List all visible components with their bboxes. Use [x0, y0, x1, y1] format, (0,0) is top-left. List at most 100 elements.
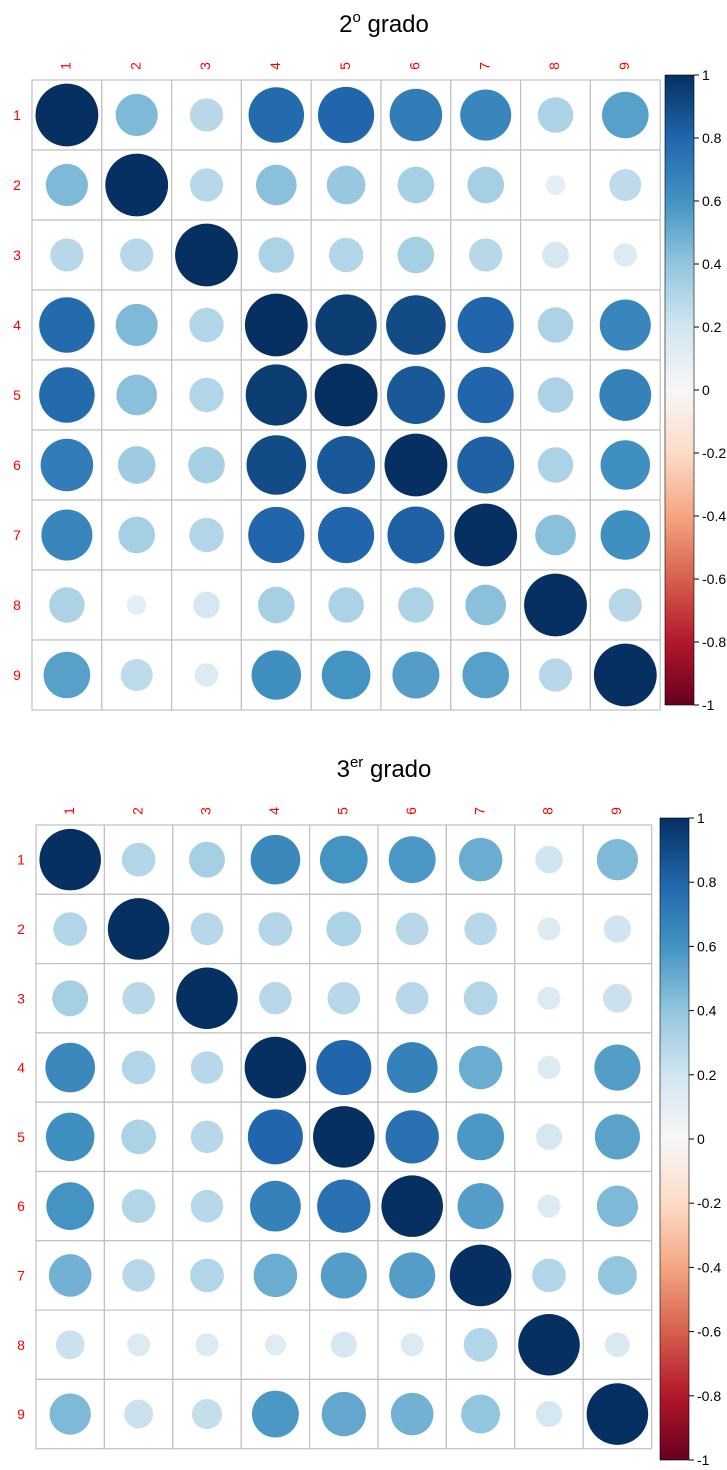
colorbar-tick-label: 0 [697, 1131, 705, 1147]
colorbar-tick-label: -1 [702, 697, 715, 713]
correlation-circle [460, 89, 512, 141]
matrix-cell [171, 359, 243, 431]
correlation-circle [321, 1391, 366, 1437]
correlation-circle [586, 1383, 649, 1445]
correlation-circle [387, 506, 445, 564]
correlation-circle [613, 243, 638, 267]
correlation-circle [247, 1109, 303, 1165]
row-label: 1 [17, 852, 25, 868]
correlation-circle [190, 1120, 224, 1154]
column-label: 9 [616, 62, 632, 70]
correlation-circle [248, 87, 305, 143]
colorbar-tick-label: 0.6 [697, 938, 717, 954]
row-label: 9 [17, 1406, 25, 1422]
correlation-circle [244, 1036, 307, 1099]
correlation-circle [250, 1180, 301, 1232]
correlation-circle [599, 299, 651, 351]
correlation-circle [467, 166, 505, 204]
row-label: 2 [13, 177, 21, 193]
correlation-circle [535, 514, 576, 556]
correlation-circle [251, 1390, 299, 1438]
correlation-circle [602, 91, 649, 139]
correlation-circle [41, 509, 93, 561]
correlation-circle [194, 663, 219, 687]
correlation-circle [395, 912, 429, 946]
correlation-circle [326, 911, 362, 947]
correlation-circle [384, 433, 448, 497]
colorbar-tick-label: -0.4 [702, 508, 726, 524]
correlation-circle [318, 86, 375, 144]
correlation-circle [121, 1050, 156, 1085]
correlation-circle [458, 1045, 503, 1090]
row-label: 7 [17, 1267, 25, 1283]
correlation-circle [39, 367, 95, 423]
colorbar-gradient [659, 817, 690, 1461]
correlation-circle [313, 1106, 375, 1168]
correlation-circle [537, 307, 574, 343]
correlation-circle [381, 1175, 443, 1237]
correlation-circle [457, 436, 515, 494]
correlation-circle [49, 587, 85, 623]
correlation-circle [608, 588, 642, 622]
correlation-circle [545, 175, 566, 195]
title-rest: grado [363, 756, 431, 783]
correlation-circle [321, 650, 371, 700]
column-label: 1 [61, 807, 77, 815]
row-label: 5 [17, 1129, 25, 1145]
correlation-circle [532, 1258, 566, 1293]
correlation-circle [118, 516, 156, 554]
correlation-circle [190, 1051, 224, 1084]
correlation-circle [45, 163, 88, 207]
correlation-circle [117, 446, 156, 484]
correlation-circle [121, 1119, 157, 1155]
correlation-circle [386, 1042, 438, 1093]
correlation-circle [39, 297, 95, 353]
colorbar-tick-label: 0.8 [697, 874, 717, 890]
correlation-circle [386, 366, 445, 424]
correlation-circle [107, 898, 170, 960]
correlation-circle [35, 83, 99, 147]
correlation-circle [594, 1114, 641, 1160]
correlation-circle [316, 1040, 372, 1096]
correlation-circle [602, 983, 632, 1013]
correlation-circle [257, 586, 295, 624]
correlation-circle [255, 164, 297, 206]
correlation-circle [193, 591, 220, 619]
row-label: 2 [17, 921, 25, 937]
matrix-cell [240, 219, 312, 291]
title-super: er [350, 754, 363, 771]
correlation-circle [176, 967, 238, 1030]
colorbar-gradient [664, 74, 695, 706]
correlation-circle [195, 1333, 219, 1357]
colorbar-tick-label: 0.4 [697, 1003, 717, 1019]
colorbar-tick-label: -0.4 [697, 1259, 721, 1275]
column-label: 6 [407, 62, 423, 70]
correlation-circle [105, 153, 169, 217]
row-label: 4 [13, 317, 21, 333]
correlation-circle [457, 296, 514, 354]
correlation-circle [55, 1330, 85, 1360]
correlation-circle [537, 986, 561, 1010]
colorbar-tick-label: 0.8 [702, 130, 722, 146]
correlation-circle [458, 837, 503, 882]
correlation-circle [537, 1056, 561, 1080]
colorbar-tick-label: 1 [702, 67, 710, 83]
correlation-circle [542, 241, 569, 269]
row-label: 9 [13, 667, 21, 683]
correlation-circle [258, 912, 293, 946]
row-label: 8 [13, 597, 21, 613]
correlation-circle [40, 438, 94, 492]
column-label: 9 [608, 807, 624, 815]
row-label: 7 [13, 527, 21, 543]
correlation-circle [327, 981, 361, 1015]
correlation-circle [328, 587, 364, 623]
colorbar-tick-label: -0.2 [702, 445, 726, 461]
correlation-circle [463, 1327, 498, 1362]
correlation-circle [122, 1259, 155, 1292]
correlation-circle [537, 917, 561, 941]
correlation-circle [318, 506, 375, 564]
correlation-circle [189, 517, 224, 553]
correlation-circle [457, 1183, 504, 1230]
